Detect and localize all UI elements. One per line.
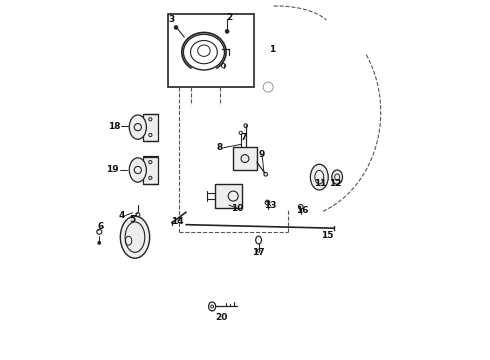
Ellipse shape — [332, 170, 343, 184]
Text: 4: 4 — [119, 211, 125, 220]
Ellipse shape — [129, 115, 147, 139]
Bar — [143, 114, 158, 141]
Text: 2: 2 — [226, 13, 232, 22]
Text: 12: 12 — [329, 179, 341, 188]
Ellipse shape — [98, 242, 100, 244]
Text: 5: 5 — [129, 215, 136, 224]
Text: 6: 6 — [97, 222, 103, 231]
Ellipse shape — [129, 158, 147, 182]
Ellipse shape — [310, 164, 328, 190]
Bar — [143, 157, 158, 184]
Text: 7: 7 — [240, 132, 246, 141]
Ellipse shape — [225, 30, 229, 33]
Text: 19: 19 — [106, 165, 119, 174]
Text: 1: 1 — [269, 45, 275, 54]
Text: 17: 17 — [252, 248, 265, 257]
Text: 15: 15 — [321, 231, 333, 240]
Text: 9: 9 — [259, 150, 265, 159]
Text: 14: 14 — [171, 217, 183, 226]
Text: 3: 3 — [169, 15, 175, 24]
Ellipse shape — [174, 26, 178, 29]
Text: 16: 16 — [296, 206, 308, 215]
Text: 10: 10 — [231, 204, 244, 213]
Text: 11: 11 — [314, 179, 326, 188]
Text: 13: 13 — [265, 201, 277, 210]
Bar — [168, 14, 254, 87]
Bar — [215, 184, 243, 207]
Bar — [233, 147, 257, 170]
Text: 8: 8 — [217, 143, 223, 152]
Ellipse shape — [121, 216, 149, 258]
Text: 20: 20 — [216, 313, 228, 322]
Text: 18: 18 — [108, 122, 120, 131]
